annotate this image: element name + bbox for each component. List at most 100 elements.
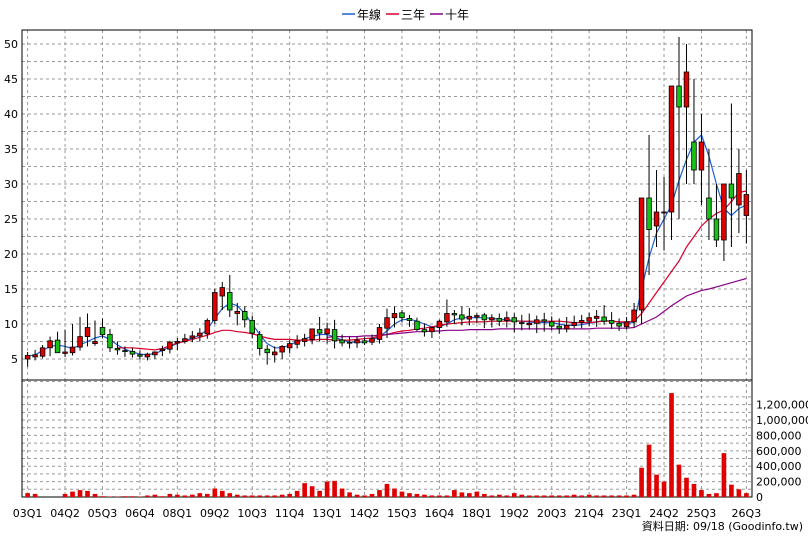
volume-bar <box>302 483 307 497</box>
candle-body <box>376 327 383 340</box>
candle-body <box>69 346 76 354</box>
candle-body <box>489 317 495 321</box>
volume-bar <box>130 496 135 497</box>
candle-body <box>24 355 31 360</box>
candle-body <box>683 71 690 108</box>
volume-bars <box>25 393 749 497</box>
volume-bar <box>25 493 30 497</box>
volume-bar <box>482 493 487 497</box>
candle-body <box>92 341 98 344</box>
time-tick-label: 23Q1 <box>612 507 642 520</box>
time-tick-label: 18Q1 <box>462 507 492 520</box>
candle-body <box>294 340 300 345</box>
candle-body <box>242 310 248 321</box>
candle-body <box>256 334 263 349</box>
candle-body <box>159 348 166 352</box>
candle-body <box>32 354 38 358</box>
candle-body <box>691 141 697 171</box>
candle-body <box>698 141 705 171</box>
volume-bar <box>594 495 599 497</box>
volume-bar <box>85 490 90 497</box>
candle-body <box>436 320 443 328</box>
time-tick-label: 11Q4 <box>275 507 305 520</box>
volume-bar <box>70 491 75 497</box>
candle-body <box>623 321 630 328</box>
volume-bar <box>646 444 652 497</box>
candle-body <box>593 315 600 319</box>
volume-bar <box>204 493 210 497</box>
volume-bar <box>504 495 510 497</box>
candle-body <box>174 341 181 344</box>
volume-bar <box>452 490 457 497</box>
volume-bar <box>699 490 704 497</box>
candle-body <box>301 338 308 342</box>
volume-bar <box>160 496 165 497</box>
volume-bar <box>100 496 105 497</box>
volume-bar <box>474 491 480 497</box>
candle-body <box>466 315 473 320</box>
candle-body <box>354 339 360 344</box>
volume-bar <box>489 495 495 497</box>
volume-bar <box>511 493 517 497</box>
volume-bar <box>496 494 502 497</box>
candle-body <box>721 183 727 241</box>
volume-bar <box>92 493 98 497</box>
candle-body <box>444 313 450 323</box>
candle-body <box>271 351 278 356</box>
volume-bar <box>459 492 465 497</box>
candle-body <box>713 218 720 241</box>
candle-body <box>519 322 525 325</box>
volume-bar <box>714 493 719 497</box>
time-tick-label: 15Q3 <box>387 507 417 520</box>
candle-body <box>286 343 293 349</box>
candle-body <box>578 320 585 323</box>
volume-bar <box>264 495 270 497</box>
volume-bar <box>744 493 749 497</box>
candle-body <box>496 317 503 322</box>
candle-body <box>339 339 345 344</box>
candle-body <box>39 347 46 357</box>
volume-bar <box>347 492 352 497</box>
volume-bar <box>429 495 435 497</box>
candle-body <box>144 353 151 358</box>
candle-body <box>586 317 592 322</box>
volume-bar <box>721 453 727 497</box>
price-tick-label: 20 <box>4 248 18 261</box>
candle-body <box>227 292 233 311</box>
candle-body <box>429 327 435 333</box>
candle-body <box>451 313 458 316</box>
time-tick-label: 25Q3 <box>687 507 717 520</box>
legend-label-ten-year: 十年 <box>445 8 469 22</box>
candle-body <box>541 319 547 322</box>
candle-body <box>421 329 428 333</box>
candle-body <box>736 173 742 206</box>
volume-bar <box>541 495 547 497</box>
candle-body <box>182 338 188 342</box>
candle-body <box>706 197 712 220</box>
volume-bar <box>564 495 570 497</box>
price-tick-label: 35 <box>4 143 18 156</box>
volume-bar <box>279 494 285 497</box>
candle-body <box>511 317 518 323</box>
time-tick-label: 14Q2 <box>350 507 380 520</box>
volume-tick-label: 800,000 <box>756 429 802 442</box>
candle-body <box>84 327 91 338</box>
volume-bar <box>317 490 322 497</box>
volume-bar <box>212 488 218 497</box>
volume-bar <box>294 490 300 497</box>
time-tick-label: 09Q2 <box>200 507 230 520</box>
volume-bar <box>324 481 330 497</box>
candle-body <box>309 328 315 340</box>
volume-bar <box>242 495 248 497</box>
candle-body <box>728 183 735 199</box>
volume-bar <box>639 467 644 497</box>
volume-tick-label: 1,200,000 <box>756 399 808 412</box>
candle-body <box>459 314 465 320</box>
candle-body <box>107 334 113 349</box>
candle-body <box>152 351 158 356</box>
volume-bar <box>616 495 622 497</box>
price-candles <box>24 37 750 367</box>
candle-body <box>167 341 173 350</box>
price-tick-label: 15 <box>4 283 18 296</box>
volume-tick-label: 1,000,000 <box>756 414 808 427</box>
